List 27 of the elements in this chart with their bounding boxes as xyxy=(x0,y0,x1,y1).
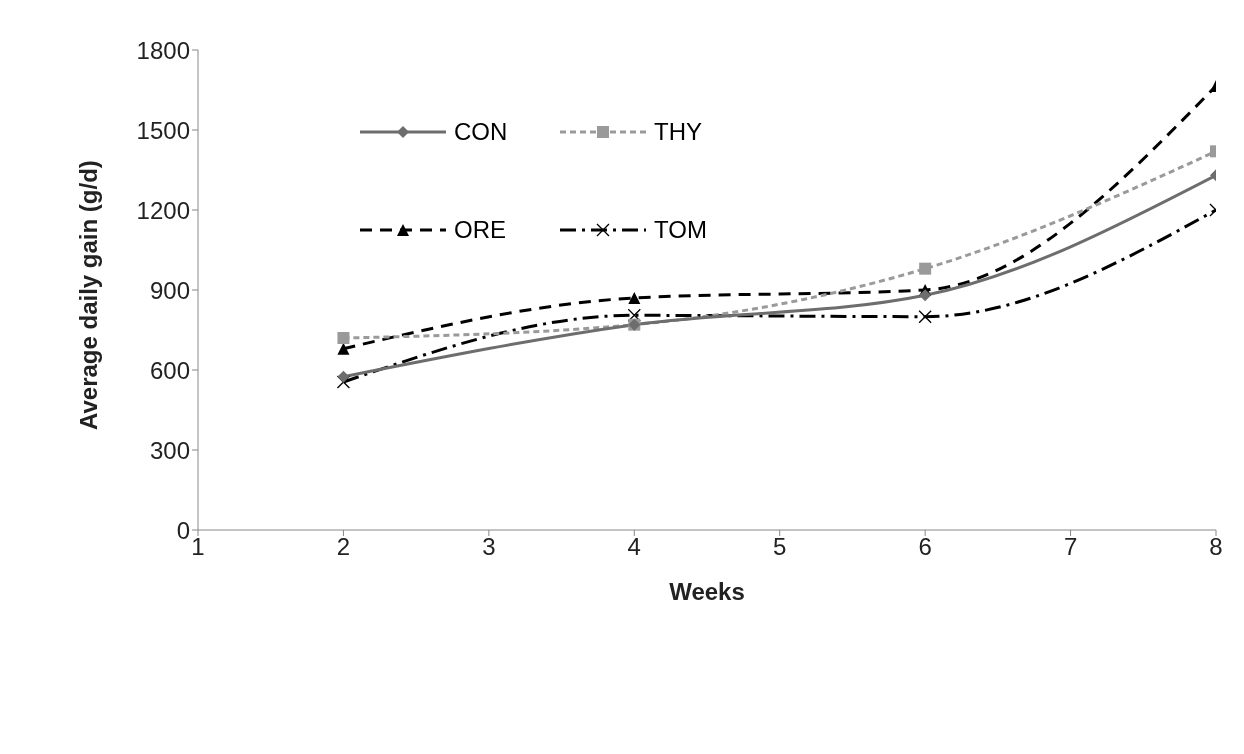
y-tick-label: 1200 xyxy=(136,196,190,224)
point xyxy=(336,375,351,389)
legend-label: ORE xyxy=(454,216,507,244)
legend-label: THY xyxy=(654,118,702,146)
legend-label: TOM xyxy=(654,216,707,244)
point xyxy=(628,292,641,304)
x-tick-label: 2 xyxy=(336,533,351,561)
x-tick-label: 6 xyxy=(918,533,932,561)
point xyxy=(337,370,350,383)
y-tick-label: 900 xyxy=(149,276,190,304)
point xyxy=(627,308,641,322)
x-tick-label: 8 xyxy=(1209,533,1223,561)
point xyxy=(918,310,932,324)
x-tick-label: 7 xyxy=(1063,533,1078,561)
y-tick-label: 0 xyxy=(176,516,190,544)
legend-label: CON xyxy=(454,118,508,146)
y-tick-label: 300 xyxy=(149,436,190,464)
x-tick-label: 3 xyxy=(482,533,496,561)
y-axis-title: Average daily gain (g/d) xyxy=(74,160,102,430)
y-tick-label: 600 xyxy=(149,356,190,384)
y-tick-label: 1500 xyxy=(136,116,190,144)
x-tick-label: 4 xyxy=(627,533,641,561)
x-tick-label: 5 xyxy=(773,533,787,561)
point xyxy=(337,332,350,344)
x-axis-title: Weeks xyxy=(669,578,745,605)
y-tick-label: 1800 xyxy=(136,36,190,64)
x-tick-label: 1 xyxy=(191,533,205,561)
